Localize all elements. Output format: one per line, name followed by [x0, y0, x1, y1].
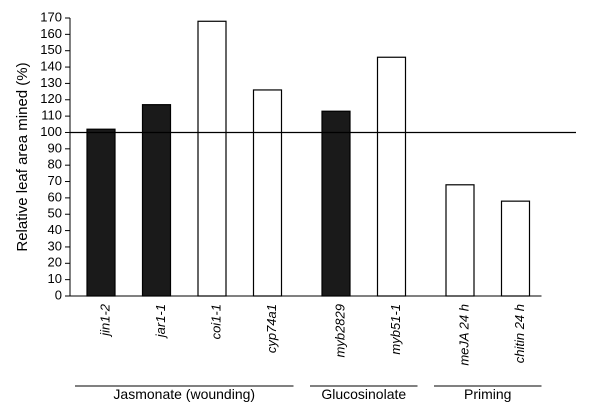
y-tick-label: 60: [48, 189, 62, 204]
category-labels: jin1-2 jar1-1 coi1-1 cyp74a1 myb2829 myb51-1 m…: [97, 303, 527, 365]
y-tick-label: 0: [55, 287, 62, 302]
category-label: myb51-1: [388, 304, 403, 355]
category-label: chitin 24 h: [512, 304, 527, 363]
y-tick-label: 70: [48, 173, 62, 188]
bar-meJA-24-h: [445, 184, 475, 297]
y-tick-label: 20: [48, 255, 62, 270]
y-tick-label: 30: [48, 238, 62, 253]
category-label: meJA 24 h: [456, 304, 471, 366]
y-tick-label: 80: [48, 157, 62, 172]
bar-jar1-1: [141, 104, 172, 297]
bar-jin1-2: [86, 128, 116, 297]
group-label: Glucosinolate: [321, 386, 406, 402]
category-label: jar1-1: [153, 304, 168, 339]
y-tick-label: 90: [48, 140, 62, 155]
y-tick-label: 100: [40, 124, 62, 139]
y-tick-label: 120: [40, 91, 62, 106]
group-label: Jasmonate (wounding): [113, 386, 255, 402]
bar-coi1-1: [197, 20, 227, 297]
category-label: cyp74a1: [264, 304, 279, 353]
y-tick-label: 140: [40, 58, 62, 73]
y-axis-title: Relative leaf area mined (%): [14, 62, 31, 251]
category-label: coi1-1: [208, 304, 223, 339]
y-tick-label: 10: [48, 271, 62, 286]
bar-chitin-24-h: [500, 200, 531, 297]
y-tick-label: 170: [40, 9, 62, 24]
y-tick-label: 160: [40, 26, 62, 41]
category-label: jin1-2: [97, 303, 112, 338]
bar-myb51-1: [376, 56, 407, 297]
group-label: Priming: [464, 386, 511, 402]
bar-cyp74a1: [252, 89, 283, 297]
category-groups: Jasmonate (wounding) Glucosinolate Priming: [75, 385, 542, 402]
y-tick-label: 150: [40, 42, 62, 57]
y-tick-label: 50: [48, 206, 62, 221]
y-tick-label: 130: [40, 75, 62, 90]
category-label: myb2829: [332, 304, 347, 357]
y-tick-label: 40: [48, 222, 62, 237]
y-tick-label: 110: [41, 108, 62, 123]
bars: [70, 20, 576, 297]
bar-myb2829: [321, 110, 351, 297]
